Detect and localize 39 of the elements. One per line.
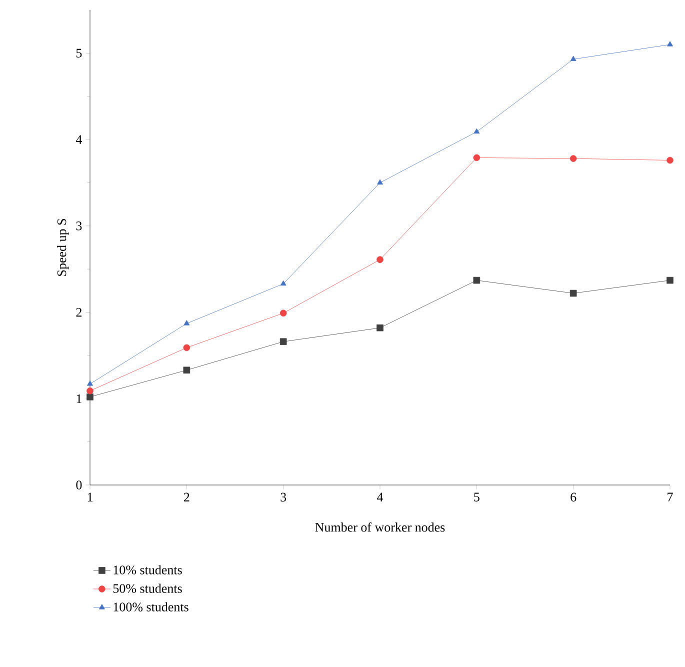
x-tick-label: 2 [184,492,190,502]
x-tick-label: 3 [280,492,286,502]
point [666,276,674,284]
point [570,56,576,62]
point [183,344,190,352]
point [473,154,480,162]
point [376,256,384,263]
point [183,366,190,374]
point [473,276,480,284]
legend-label: 100% students [114,602,188,612]
point [570,155,577,162]
y-tick-label: 3 [76,222,82,230]
point [280,280,286,286]
point [474,128,480,134]
y-tick-label: 1 [76,394,82,403]
point [87,380,93,386]
point [377,179,383,185]
point [667,41,673,46]
point [86,387,94,394]
y-tick-label: 5 [76,48,82,58]
y-tick-label: 0 [76,480,82,490]
point [376,324,384,332]
x-tick-label: 7 [668,492,673,502]
point [86,394,94,400]
x-tick-label: 1 [88,492,92,502]
legend-label: 10% students [114,565,182,574]
x-tick-label: 5 [474,492,480,502]
point [280,310,287,317]
legend-label: 50% students [113,584,182,593]
x-tick-label: 6 [570,492,576,502]
point [570,290,577,297]
x-tick-label: 4 [377,492,384,502]
point [280,338,287,346]
y-tick-label: 4 [76,135,82,144]
y-tick-label: 2 [76,308,82,317]
x-axis-title: Number of worker nodes [315,522,445,532]
point [666,156,674,164]
point [184,320,190,326]
y-axis-title: Speed up S [57,219,69,276]
